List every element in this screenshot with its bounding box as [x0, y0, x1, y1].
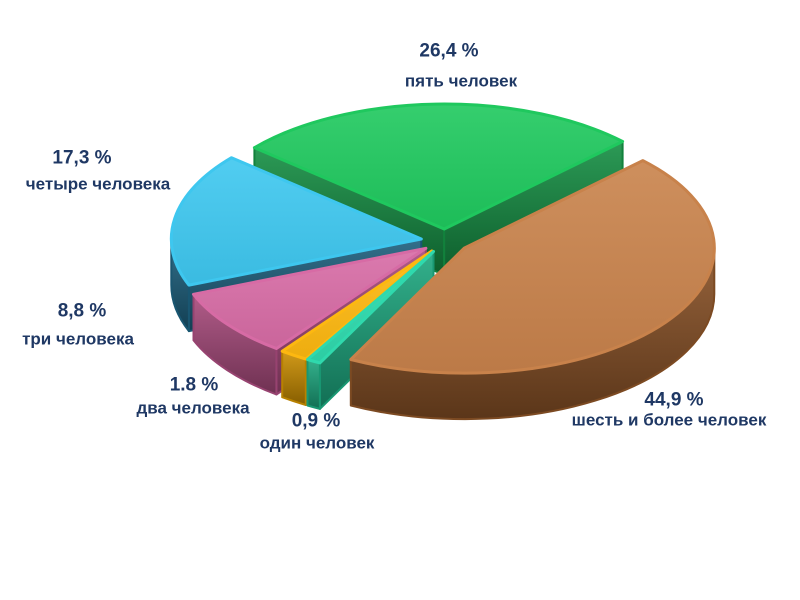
pie-slice-1[interactable]	[349, 159, 716, 421]
pie-slice-2[interactable]	[306, 250, 435, 410]
